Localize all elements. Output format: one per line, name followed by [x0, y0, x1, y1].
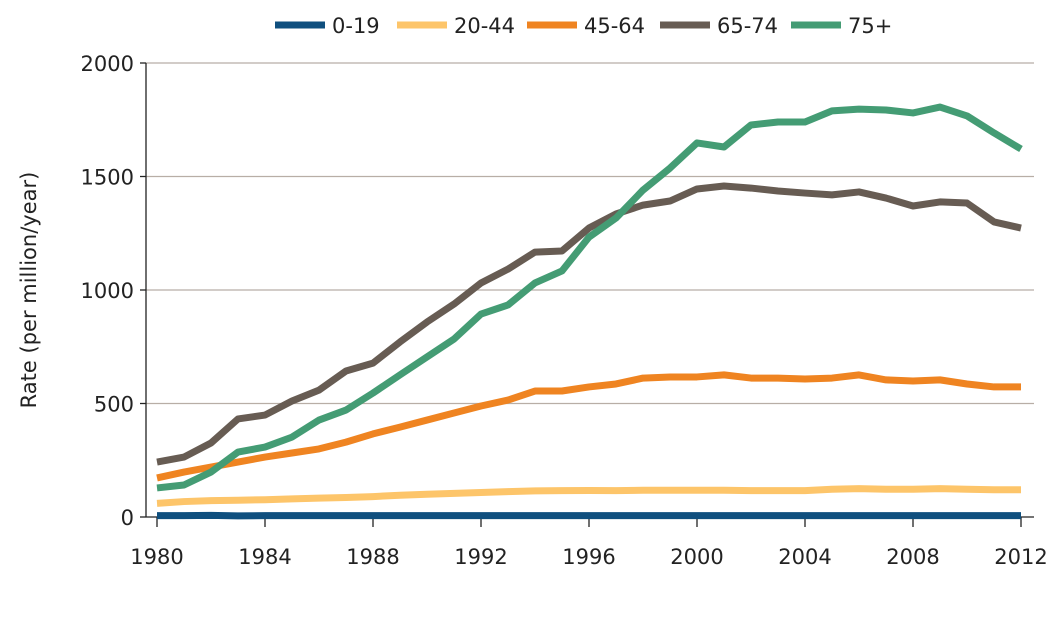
x-tick-label: 2008: [886, 545, 939, 569]
legend-label: 75+: [848, 14, 892, 38]
legend-label: 45-64: [584, 14, 645, 38]
y-tick-label: 1500: [81, 166, 134, 190]
x-tick-label: 2012: [994, 545, 1047, 569]
legend-label: 0-19: [332, 14, 380, 38]
x-tick-label: 2000: [670, 545, 723, 569]
x-tick-label: 2004: [778, 545, 831, 569]
y-tick-label: 1000: [81, 279, 134, 303]
y-tick-label: 0: [121, 506, 134, 530]
y-tick-label: 500: [94, 393, 134, 417]
series-line-45-64: [157, 375, 1021, 478]
series-line-65-74: [157, 186, 1021, 462]
x-tick-label: 1988: [346, 545, 399, 569]
legend-label: 20-44: [454, 14, 515, 38]
x-tick-label: 1980: [130, 545, 183, 569]
legend-label: 65-74: [717, 14, 778, 38]
series-line-75+: [157, 107, 1021, 488]
x-tick-label: 1984: [238, 545, 291, 569]
y-axis-label: Rate (per million/year): [17, 172, 41, 409]
series-line-20-44: [157, 489, 1021, 504]
y-tick-label: 2000: [81, 52, 134, 76]
x-tick-label: 1996: [562, 545, 615, 569]
x-tick-label: 1992: [454, 545, 507, 569]
